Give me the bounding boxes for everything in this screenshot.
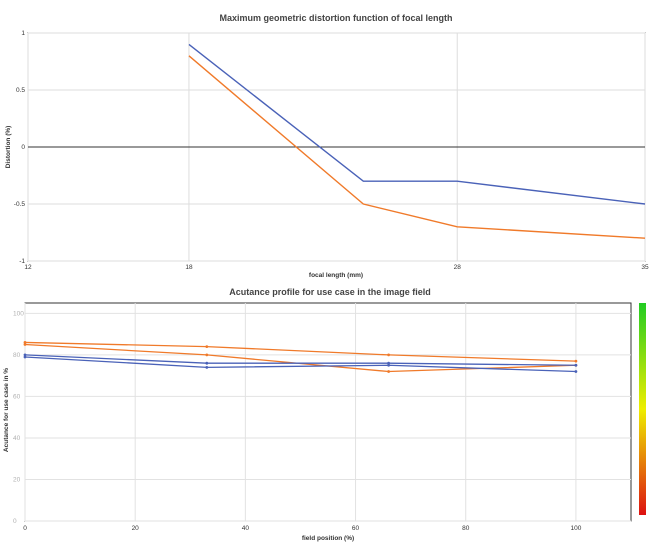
x-tick-label: 28 [454,264,462,271]
blue-2-line [24,356,576,373]
orange-1-point [23,341,27,344]
x-tick-label: 100 [570,525,581,532]
series-blue-line [188,43,646,205]
orange-1-point [205,345,209,348]
color-scale-bar [639,303,646,515]
blue-1-point [205,361,209,365]
y-tick-label: -1 [19,258,25,265]
series-orange-line [188,55,646,239]
y-tick-label: 1 [21,30,25,37]
x-tick-label: 60 [352,525,360,532]
blue-2-point [23,355,27,359]
y-tick-label: 80 [13,352,21,359]
acutance-y-axis-label: Acutance for use case in % [3,368,10,452]
acutance-chart: Acutance profile for use case in the ima… [3,287,646,542]
blue-2-point [387,363,390,367]
distortion-chart: Maximum geometric distortion function of… [5,13,649,279]
distortion-chart-title: Maximum geometric distortion function of… [219,13,452,23]
x-tick-label: 40 [242,525,250,532]
x-tick-label: 80 [462,525,470,532]
acutance-chart-title: Acutance profile for use case in the ima… [229,287,431,297]
y-tick-label: 0 [13,518,17,525]
acutance-x-axis-label: field position (%) [302,535,354,542]
distortion-y-axis-label: Distortion (%) [5,126,12,169]
x-tick-label: 35 [641,264,649,271]
blue-1-point [387,361,390,365]
distortion-x-axis-label: focal length (mm) [309,272,363,279]
blue-2-point [574,370,578,373]
x-tick-label: 20 [132,525,140,532]
orange-1-point [387,353,390,357]
x-tick-label: 12 [24,264,32,271]
orange-2-point [387,370,390,373]
y-tick-label: 60 [13,393,21,400]
blue-2-point [205,365,209,369]
x-tick-label: 0 [23,525,27,532]
y-tick-label: 20 [13,476,21,483]
y-tick-label: 0 [21,144,25,151]
orange-2-point [205,353,209,357]
acutance-plot-frame [24,302,632,522]
x-tick-label: 18 [185,264,193,271]
y-tick-label: 0.5 [16,87,25,94]
blue-1-point [574,363,578,367]
blue-1-point [23,353,27,357]
y-tick-label: -0.5 [14,201,26,208]
blue-1-line [24,354,576,366]
orange-1-point [574,359,578,363]
y-tick-label: 40 [13,435,21,442]
orange-1-line [24,341,576,362]
y-tick-label: 100 [13,310,24,317]
orange-2-point [23,343,27,346]
